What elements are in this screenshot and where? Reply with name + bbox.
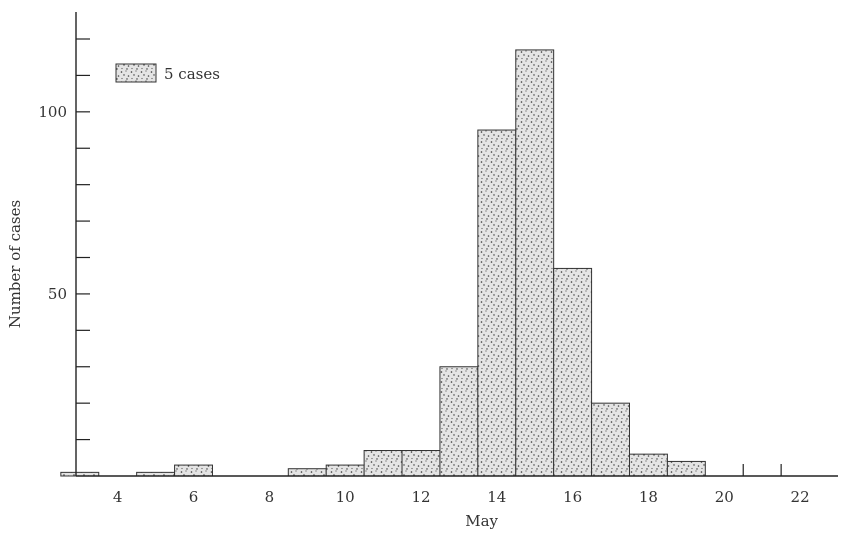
x-tick-label-12: 12 (411, 488, 430, 506)
x-tick-label-20: 20 (715, 488, 734, 506)
bars-layer (60, 49, 706, 477)
bar-may-17 (591, 402, 630, 477)
x-tick-label-16: 16 (563, 488, 582, 506)
bar-may-14 (477, 129, 517, 477)
bar-may-19 (666, 460, 706, 477)
legend: 5 cases (115, 63, 220, 83)
bar-may-13 (439, 366, 479, 477)
x-tick-label-8: 8 (265, 488, 275, 506)
y-ticks: 50 100 (38, 38, 90, 441)
bar-may-9 (287, 468, 327, 477)
bar-may-18 (628, 453, 668, 477)
x-tick-label-6: 6 (189, 488, 199, 506)
legend-swatch (115, 63, 157, 83)
y-tick-label-100: 100 (38, 103, 67, 121)
bar-may-12 (401, 450, 441, 477)
x-tick-label-14: 14 (487, 488, 506, 506)
x-tick-label-4: 4 (113, 488, 123, 506)
bar-may-15 (515, 49, 555, 477)
bar-may-6 (174, 464, 213, 477)
x-tick-label-22: 22 (791, 488, 810, 506)
x-axis-title: May (465, 512, 498, 530)
x-ticks: 4 6 8 10 12 14 16 18 20 22 (113, 464, 810, 506)
bar-may-10 (325, 464, 365, 477)
legend-label: 5 cases (164, 65, 220, 83)
y-axis-title: Number of cases (6, 200, 24, 328)
bar-may-11 (363, 450, 403, 477)
bar-may-16 (553, 267, 593, 477)
x-tick-label-18: 18 (639, 488, 658, 506)
x-tick-label-10: 10 (336, 488, 355, 506)
y-tick-label-50: 50 (48, 285, 67, 303)
